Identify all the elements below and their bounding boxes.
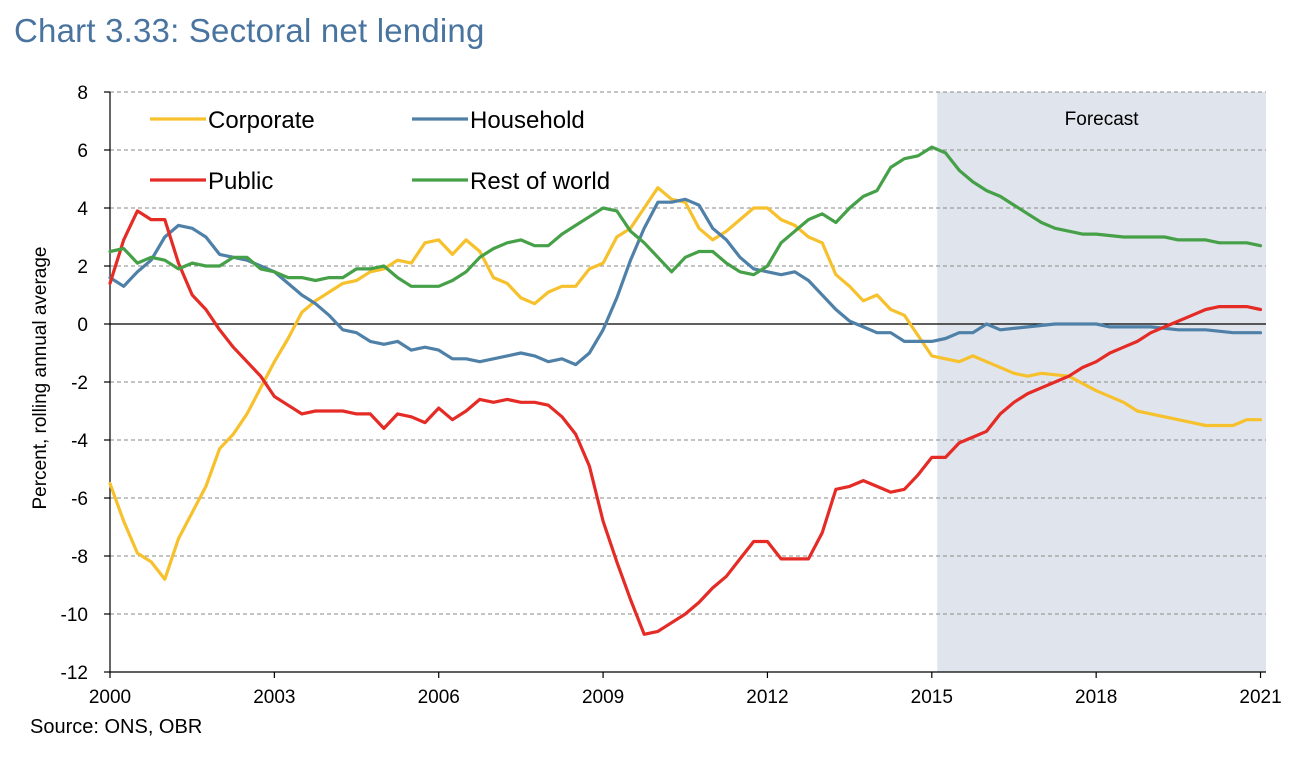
y-tick-label: 6 bbox=[77, 141, 88, 162]
legend-label-corporate: Corporate bbox=[208, 107, 315, 134]
legend-label-household: Household bbox=[470, 107, 585, 134]
series-line-public bbox=[108, 209, 1263, 636]
y-tick-label: -4 bbox=[71, 431, 88, 452]
x-tick-label: 2018 bbox=[1075, 687, 1117, 708]
line-chart: Forecast 8 6 4 2 0 -2 -4 -6 -8 -10 -12 2000 2003 200… bbox=[30, 83, 1282, 708]
forecast-label: Forecast bbox=[1065, 109, 1140, 130]
y-axis-label: Percent, rolling annual average bbox=[30, 246, 51, 509]
x-tick-label: 2015 bbox=[911, 687, 953, 708]
series-line-household bbox=[108, 197, 1263, 367]
legend-label-rest-of-world: Rest of world bbox=[470, 168, 610, 195]
chart-title: Chart 3.33: Sectoral net lending bbox=[14, 12, 485, 49]
x-tick-label: 2000 bbox=[89, 687, 131, 708]
series-line-rest-of-world bbox=[108, 145, 1263, 288]
y-tick-label: -10 bbox=[61, 605, 88, 626]
x-tick-label: 2003 bbox=[253, 687, 295, 708]
legend-label-public: Public bbox=[208, 168, 273, 195]
y-tick-label: -2 bbox=[71, 373, 88, 394]
x-tick-label: 2021 bbox=[1239, 687, 1281, 708]
y-tick-label: 2 bbox=[77, 257, 88, 278]
y-tick-label: -8 bbox=[71, 547, 88, 568]
y-tick-label: -6 bbox=[71, 489, 88, 510]
x-tick-label: 2006 bbox=[418, 687, 460, 708]
y-tick-label: 4 bbox=[77, 199, 88, 220]
y-tick-label: 0 bbox=[77, 315, 88, 336]
x-tick-label: 2009 bbox=[582, 687, 624, 708]
y-tick-label: 8 bbox=[77, 83, 88, 104]
y-tick-label: -12 bbox=[61, 663, 88, 684]
source-note: Source: ONS, OBR bbox=[30, 716, 203, 738]
x-tick-label: 2012 bbox=[746, 687, 788, 708]
series-line-corporate bbox=[108, 186, 1263, 581]
